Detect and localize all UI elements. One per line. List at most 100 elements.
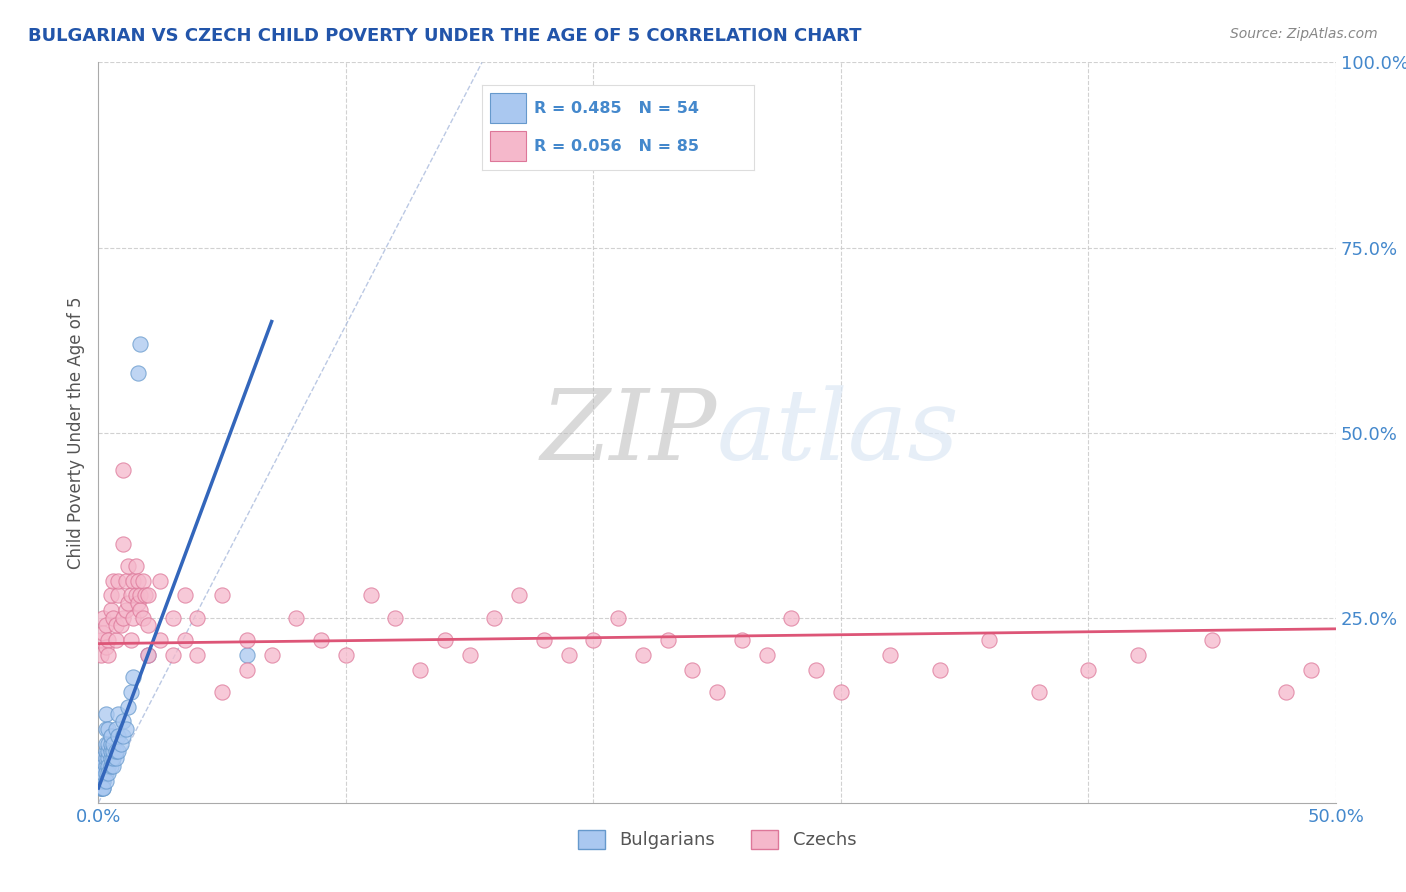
Point [97, 751, 120, 765]
Point [681, 663, 703, 677]
Point [103, 744, 125, 758]
Point [1028, 685, 1050, 699]
Point [879, 648, 901, 662]
Point [236, 648, 259, 662]
Point [122, 610, 145, 624]
Point [979, 632, 1001, 647]
Point [127, 574, 149, 588]
Point [94, 706, 117, 721]
Text: ZIP: ZIP [541, 385, 717, 480]
Point [94, 744, 117, 758]
Point [104, 722, 127, 736]
Point [93, 625, 115, 640]
Point [928, 663, 950, 677]
Point [136, 589, 159, 603]
Point [657, 632, 679, 647]
Point [136, 648, 159, 662]
Point [122, 574, 145, 588]
Point [236, 632, 259, 647]
Point [107, 744, 129, 758]
Point [93, 758, 115, 772]
Point [97, 744, 120, 758]
Point [132, 574, 155, 588]
Point [830, 685, 852, 699]
Point [90, 773, 112, 788]
Point [103, 751, 125, 765]
Text: BULGARIAN VS CZECH CHILD POVERTY UNDER THE AGE OF 5 CORRELATION CHART: BULGARIAN VS CZECH CHILD POVERTY UNDER T… [28, 27, 862, 45]
Point [309, 632, 332, 647]
Point [104, 744, 127, 758]
Point [260, 648, 283, 662]
Point [100, 758, 122, 772]
Point [104, 751, 127, 765]
Point [117, 699, 139, 714]
Point [122, 670, 145, 684]
Point [1299, 663, 1322, 677]
Point [174, 589, 197, 603]
Point [607, 610, 630, 624]
Point [409, 663, 432, 677]
Point [94, 766, 117, 780]
Point [103, 610, 125, 624]
Point [104, 632, 127, 647]
Point [107, 729, 129, 743]
Point [100, 737, 122, 751]
Point [117, 558, 139, 573]
Text: Source: ZipAtlas.com: Source: ZipAtlas.com [1230, 27, 1378, 41]
Point [103, 574, 125, 588]
Point [112, 714, 135, 729]
Point [90, 780, 112, 795]
Point [97, 648, 120, 662]
Point [780, 610, 803, 624]
Point [533, 632, 555, 647]
Point [112, 729, 135, 743]
Point [93, 773, 115, 788]
Point [117, 596, 139, 610]
Point [94, 737, 117, 751]
Point [94, 722, 117, 736]
Point [93, 780, 115, 795]
Point [631, 648, 654, 662]
Point [114, 603, 136, 617]
Point [112, 610, 135, 624]
Point [104, 618, 127, 632]
Point [186, 648, 208, 662]
Point [107, 706, 129, 721]
Point [149, 574, 172, 588]
Point [120, 632, 142, 647]
Point [120, 589, 142, 603]
Point [90, 780, 112, 795]
Point [149, 632, 172, 647]
Point [103, 737, 125, 751]
Point [93, 610, 115, 624]
Point [97, 722, 120, 736]
Point [186, 610, 208, 624]
Point [129, 336, 152, 351]
Point [124, 589, 146, 603]
Point [94, 773, 117, 788]
Point [90, 648, 112, 662]
Point [508, 589, 530, 603]
Point [211, 685, 233, 699]
Point [103, 758, 125, 772]
Point [97, 737, 120, 751]
Point [114, 722, 136, 736]
Point [162, 648, 184, 662]
Point [93, 751, 115, 765]
Text: atlas: atlas [717, 385, 960, 480]
Point [384, 610, 406, 624]
Point [100, 751, 122, 765]
Point [134, 589, 156, 603]
Point [93, 780, 115, 795]
Point [97, 632, 120, 647]
Point [335, 648, 357, 662]
Point [90, 780, 112, 795]
Point [1126, 648, 1149, 662]
Legend: Bulgarians, Czechs: Bulgarians, Czechs [571, 823, 863, 856]
Point [112, 462, 135, 476]
Point [1077, 663, 1099, 677]
Point [433, 632, 456, 647]
Point [97, 766, 120, 780]
Point [360, 589, 382, 603]
Point [90, 632, 112, 647]
